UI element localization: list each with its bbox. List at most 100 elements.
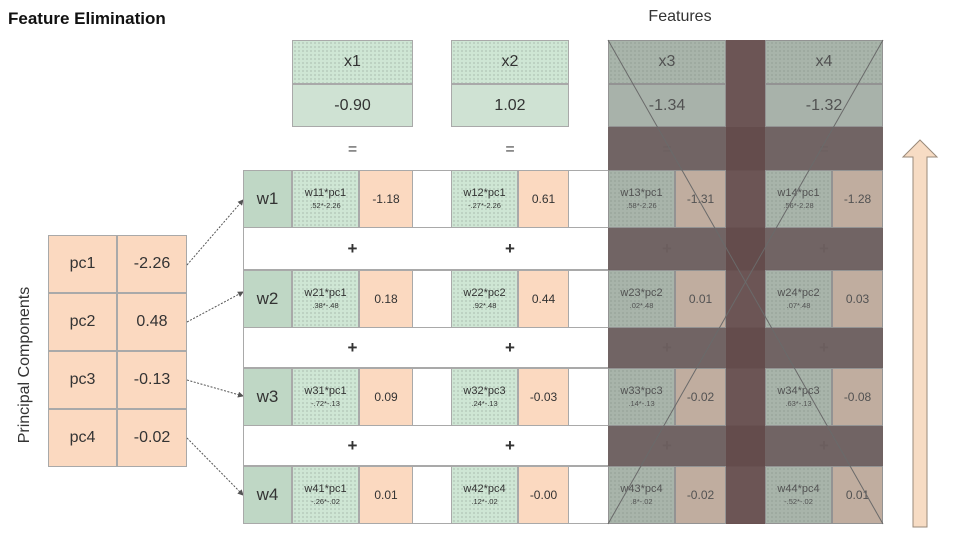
product-value-cell: -0.02 xyxy=(675,466,726,524)
product-term: w33*pc3 xyxy=(620,385,663,398)
feature-name-x4: x4 xyxy=(765,40,883,84)
product-value-cell: 0.09 xyxy=(359,368,413,426)
plus-sign: + xyxy=(347,436,358,455)
product-detail: .38*-.48 xyxy=(312,300,339,310)
product-label-cell: w33*pc3.14*-.13 xyxy=(608,368,675,426)
pc-value-cell: -0.13 xyxy=(117,351,187,409)
product-detail: -.72*-.13 xyxy=(311,398,340,408)
pc-value-cell: -2.26 xyxy=(117,235,187,293)
plus-sign: + xyxy=(505,239,515,258)
features-title: Features xyxy=(648,8,712,25)
product-label-cell: w31*pc1 -.72*-.13 xyxy=(292,368,359,426)
pc-name-cell: pc4 xyxy=(48,409,117,467)
product-detail: -.52*-.02 xyxy=(784,496,813,506)
elimination-band xyxy=(608,228,883,270)
product-value-cell: 0.18 xyxy=(359,270,413,328)
product-label-cell: w23*pc2.02*.48 xyxy=(608,270,675,328)
product-label-cell: w34*pc3.63*-.13 xyxy=(765,368,832,426)
connector-line xyxy=(186,379,244,398)
product-label-cell: w14*pc1.56*-2.28 xyxy=(765,170,832,228)
equals-sign: = xyxy=(347,141,358,158)
connector-line xyxy=(186,291,244,323)
elimination-band xyxy=(608,426,883,466)
plus-sign: + xyxy=(505,338,515,357)
pc-value-cell: -0.02 xyxy=(117,409,187,467)
product-value-cell: -0.00 xyxy=(518,466,569,524)
feature-name-x2: x2 xyxy=(451,40,569,84)
product-term: w13*pc1 xyxy=(620,187,663,200)
product-value-cell: -0.02 xyxy=(675,368,726,426)
product-label-cell: w42*pc4.12*-.02 xyxy=(451,466,518,524)
product-value-cell: 0.44 xyxy=(518,270,569,328)
product-term: w22*pc2 xyxy=(463,287,506,300)
product-detail: .24*-.13 xyxy=(471,398,498,408)
product-term: w24*pc2 xyxy=(777,287,820,300)
plus-sign: + xyxy=(347,338,358,357)
product-term: w31*pc1 xyxy=(304,385,347,398)
product-value-cell: 0.03 xyxy=(832,270,883,328)
product-value-cell: -0.03 xyxy=(518,368,569,426)
plus-sign: + xyxy=(347,239,358,258)
product-value-cell: 0.01 xyxy=(832,466,883,524)
product-term: w43*pc4 xyxy=(620,483,663,496)
product-term: w11*pc1 xyxy=(304,187,347,200)
equals-sign: = xyxy=(505,141,515,158)
product-label-cell: w32*pc3.24*-.13 xyxy=(451,368,518,426)
product-detail: .07*.48 xyxy=(786,300,811,310)
product-term: w44*pc4 xyxy=(777,483,820,496)
product-term: w34*pc3 xyxy=(777,385,820,398)
feature-value-x3: -1.34 xyxy=(608,84,726,127)
product-term: w41*pc1 xyxy=(304,483,347,496)
product-value-cell: -1.28 xyxy=(832,170,883,228)
product-value-cell: 0.01 xyxy=(675,270,726,328)
cross-line xyxy=(607,39,884,525)
page-title: Feature Elimination xyxy=(8,9,166,28)
plus-sign: + xyxy=(505,436,515,455)
product-detail: .56*-2.28 xyxy=(783,200,814,210)
product-detail: .02*.48 xyxy=(629,300,654,310)
pc-value-cell: 0.48 xyxy=(117,293,187,351)
product-term: w21*pc1 xyxy=(304,287,347,300)
product-detail: .8*-.02 xyxy=(630,496,653,506)
product-label-cell: w13*pc1.58*-2.26 xyxy=(608,170,675,228)
product-label-cell: w43*pc4.8*-.02 xyxy=(608,466,675,524)
product-value-cell: -0.08 xyxy=(832,368,883,426)
product-detail: .58*-2.26 xyxy=(626,200,657,210)
product-detail: .63*-.13 xyxy=(785,398,812,408)
connector-line xyxy=(186,437,244,496)
pc-name-cell: pc3 xyxy=(48,351,117,409)
connector-line xyxy=(186,199,244,266)
product-label-cell: w41*pc1 -.26*-.02 xyxy=(292,466,359,524)
product-value-cell: 0.61 xyxy=(518,170,569,228)
product-detail: -.26*-.02 xyxy=(311,496,340,506)
product-detail: .92*.48 xyxy=(472,300,497,310)
weight-cell-w2: w2 xyxy=(243,270,292,328)
product-term: w14*pc1 xyxy=(777,187,820,200)
product-label-cell: w22*pc2.92*.48 xyxy=(451,270,518,328)
product-value-cell: -1.18 xyxy=(359,170,413,228)
product-value-cell: -1.31 xyxy=(675,170,726,228)
product-label-cell: w21*pc1.38*-.48 xyxy=(292,270,359,328)
product-label-cell: w12*pc1 -.27*-2.26 xyxy=(451,170,518,228)
product-term: w42*pc4 xyxy=(463,483,506,496)
pc-name-cell: pc1 xyxy=(48,235,117,293)
feature-name-x3: x3 xyxy=(608,40,726,84)
pc-name-cell: pc2 xyxy=(48,293,117,351)
product-label-cell: w44*pc4 -.52*-.02 xyxy=(765,466,832,524)
feature-value-x2: 1.02 xyxy=(451,84,569,127)
product-label-cell: w11*pc1.52*-2.26 xyxy=(292,170,359,228)
product-term: w12*pc1 xyxy=(463,187,506,200)
product-detail: .52*-2.26 xyxy=(310,200,341,210)
feature-value-x1: -0.90 xyxy=(292,84,413,127)
elimination-band xyxy=(608,127,883,170)
product-detail: .14*-.13 xyxy=(628,398,655,408)
product-term: w32*pc3 xyxy=(463,385,506,398)
product-term: w23*pc2 xyxy=(620,287,663,300)
product-value-cell: 0.01 xyxy=(359,466,413,524)
product-label-cell: w24*pc2.07*.48 xyxy=(765,270,832,328)
elimination-band xyxy=(608,328,883,368)
feature-value-x4: -1.32 xyxy=(765,84,883,127)
